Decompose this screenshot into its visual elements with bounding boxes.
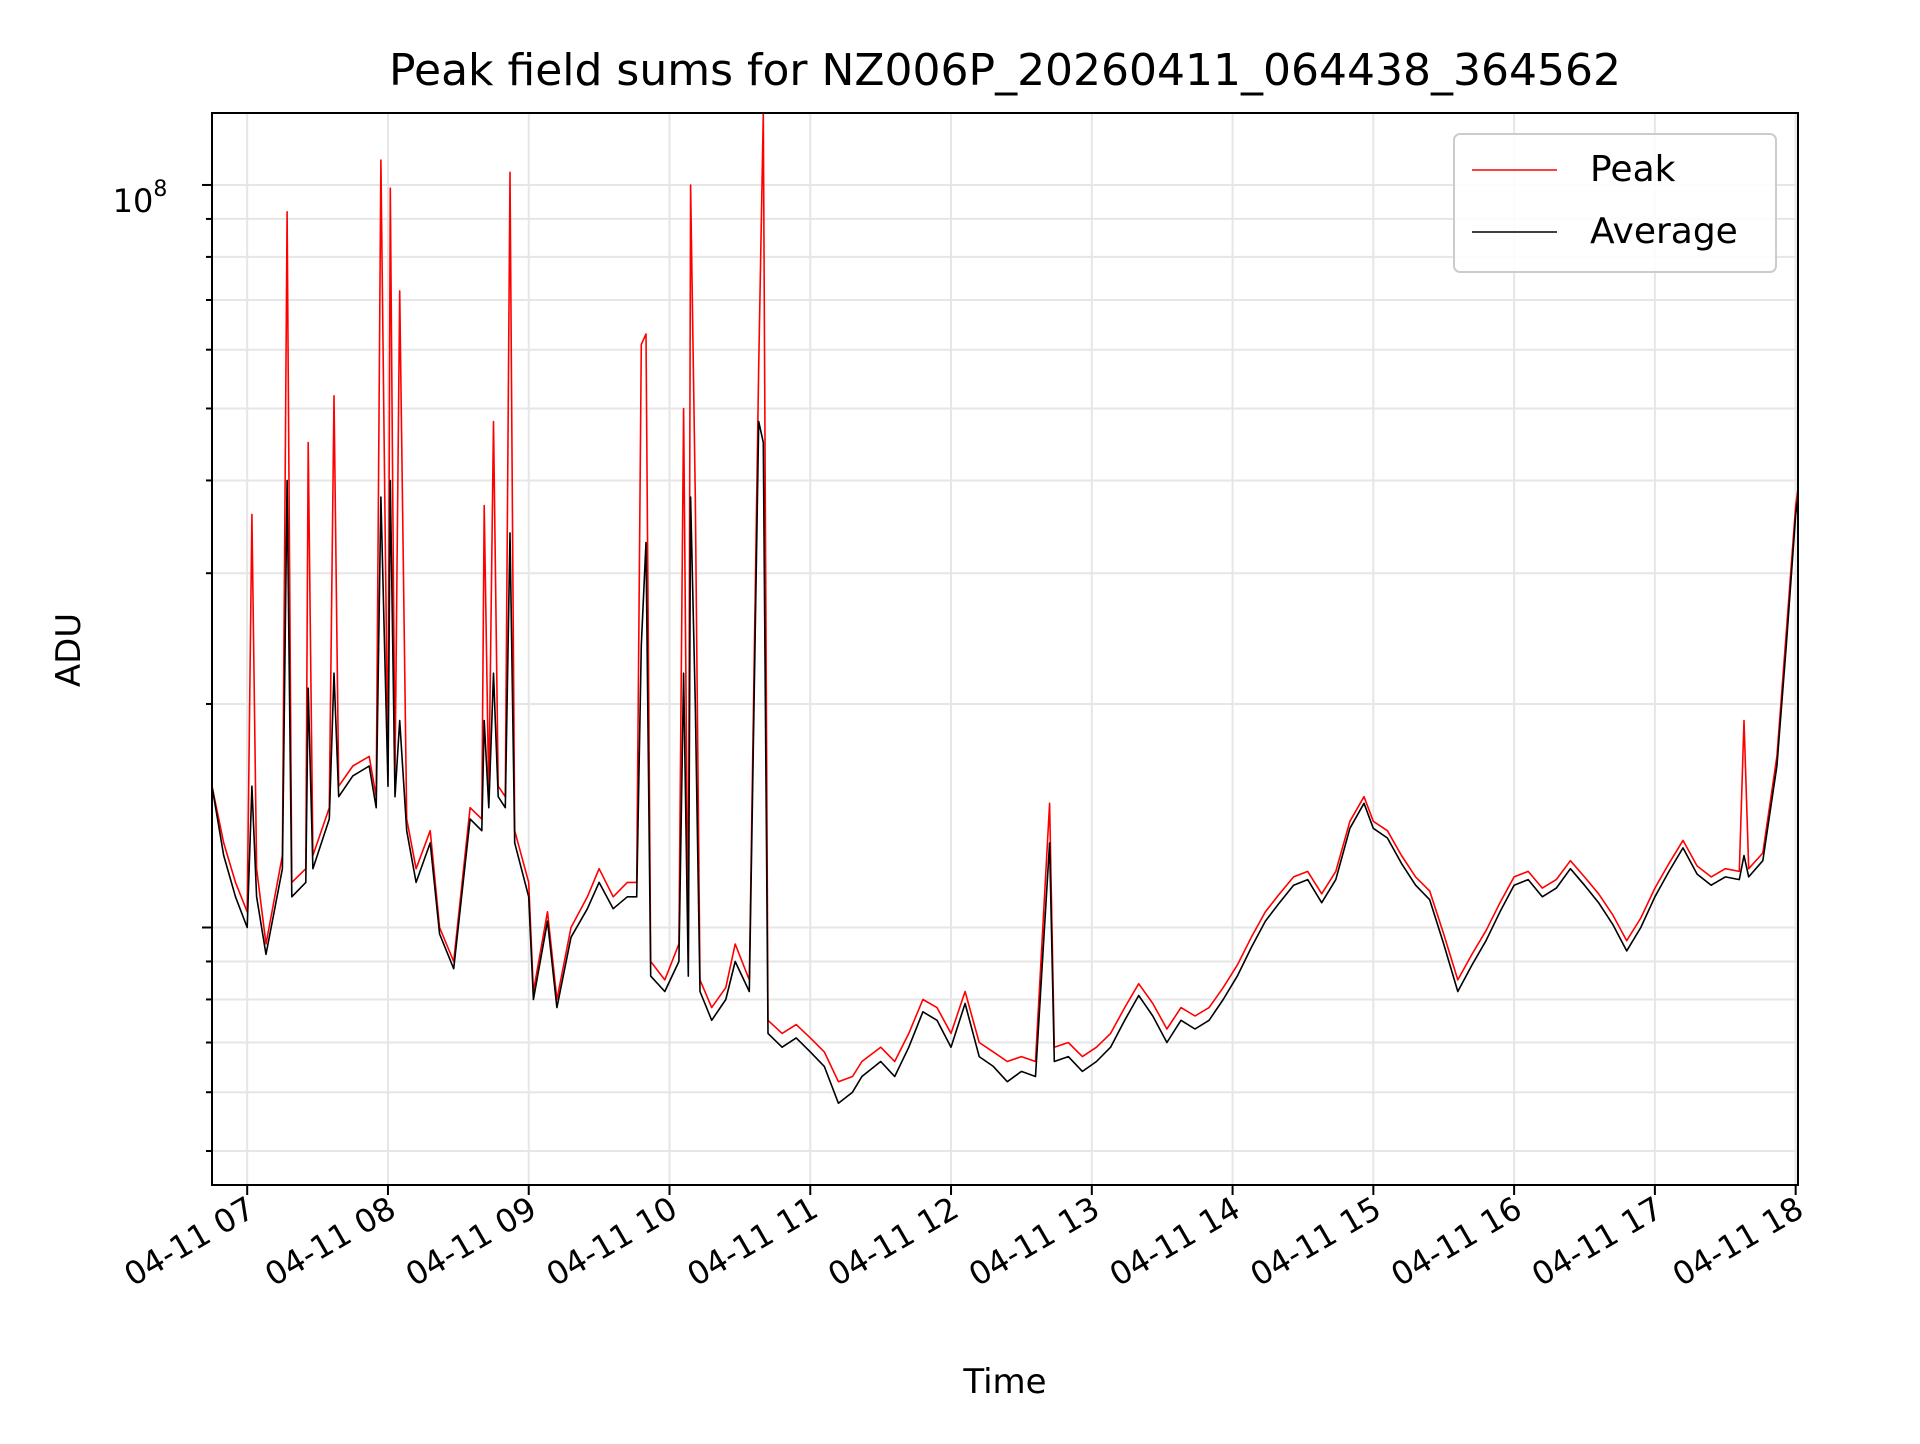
legend-box xyxy=(1453,133,1777,273)
legend-label-average: Average xyxy=(1590,211,1738,252)
y-tick-exponent: 8 xyxy=(153,177,167,202)
plot-frame xyxy=(211,112,1799,1186)
x-axis-label: Time xyxy=(962,1362,1046,1402)
chart-title: Peak field sums for NZ006P_20260411_0644… xyxy=(389,45,1621,96)
y-axis: 108 xyxy=(113,177,212,1153)
series-layer xyxy=(212,113,1798,1104)
y-tick-label-1e8: 108 xyxy=(113,177,168,220)
series-line-average xyxy=(212,420,1798,1104)
y-axis-label: ADU xyxy=(49,613,89,687)
legend-label-peak: Peak xyxy=(1590,149,1676,190)
grid-lines xyxy=(212,113,1798,1185)
legend: Peak Average xyxy=(1453,133,1777,273)
series-line-peak xyxy=(212,113,1798,1083)
y-tick-base: 10 xyxy=(113,182,154,220)
